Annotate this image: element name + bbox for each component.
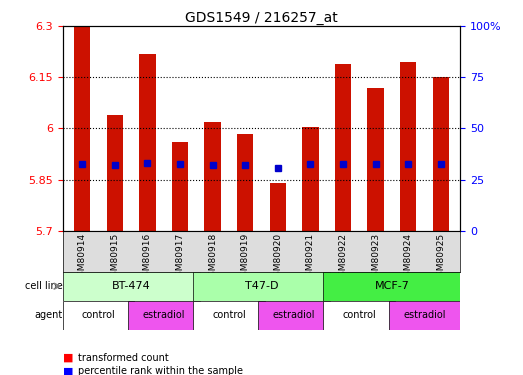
Text: GSM80921: GSM80921 xyxy=(306,233,315,282)
FancyBboxPatch shape xyxy=(323,301,395,330)
FancyBboxPatch shape xyxy=(128,301,200,330)
Bar xyxy=(237,134,253,231)
Text: percentile rank within the sample: percentile rank within the sample xyxy=(78,366,243,375)
Text: ■: ■ xyxy=(63,366,73,375)
FancyBboxPatch shape xyxy=(193,301,265,330)
Bar xyxy=(204,122,221,231)
Text: GSM80924: GSM80924 xyxy=(404,233,413,282)
FancyBboxPatch shape xyxy=(193,272,330,301)
Bar xyxy=(74,26,90,231)
Bar xyxy=(335,64,351,231)
Text: GSM80925: GSM80925 xyxy=(436,233,445,282)
Text: GSM80920: GSM80920 xyxy=(274,233,282,282)
FancyBboxPatch shape xyxy=(63,272,200,301)
Bar xyxy=(400,62,416,231)
Text: control: control xyxy=(343,310,376,320)
FancyBboxPatch shape xyxy=(323,272,460,301)
Title: GDS1549 / 216257_at: GDS1549 / 216257_at xyxy=(185,11,338,25)
Bar xyxy=(433,77,449,231)
Text: T47-D: T47-D xyxy=(245,281,278,291)
Bar xyxy=(367,88,384,231)
Bar xyxy=(270,183,286,231)
Text: estradiol: estradiol xyxy=(142,310,185,320)
Text: transformed count: transformed count xyxy=(78,353,169,363)
Text: GSM80923: GSM80923 xyxy=(371,233,380,282)
Text: GSM80919: GSM80919 xyxy=(241,233,249,282)
FancyBboxPatch shape xyxy=(258,301,330,330)
Text: BT-474: BT-474 xyxy=(112,281,151,291)
Text: GSM80916: GSM80916 xyxy=(143,233,152,282)
Text: GSM80917: GSM80917 xyxy=(176,233,185,282)
Text: estradiol: estradiol xyxy=(403,310,446,320)
Text: ■: ■ xyxy=(63,353,73,363)
Bar xyxy=(107,115,123,231)
Bar xyxy=(139,54,156,231)
Bar xyxy=(172,142,188,231)
Text: cell line: cell line xyxy=(25,281,63,291)
Text: GSM80922: GSM80922 xyxy=(338,233,347,282)
Text: agent: agent xyxy=(35,310,63,320)
Text: estradiol: estradiol xyxy=(273,310,315,320)
FancyBboxPatch shape xyxy=(389,301,460,330)
Text: GSM80915: GSM80915 xyxy=(110,233,119,282)
Text: MCF-7: MCF-7 xyxy=(374,281,410,291)
Text: control: control xyxy=(212,310,246,320)
FancyBboxPatch shape xyxy=(63,301,134,330)
Bar xyxy=(302,127,319,231)
Text: control: control xyxy=(82,310,116,320)
Text: GSM80918: GSM80918 xyxy=(208,233,217,282)
Text: GSM80914: GSM80914 xyxy=(78,233,87,282)
